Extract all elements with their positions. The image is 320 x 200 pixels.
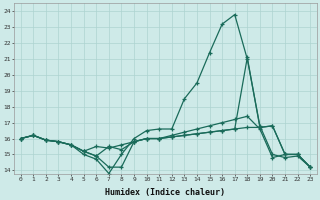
X-axis label: Humidex (Indice chaleur): Humidex (Indice chaleur) xyxy=(106,188,226,197)
